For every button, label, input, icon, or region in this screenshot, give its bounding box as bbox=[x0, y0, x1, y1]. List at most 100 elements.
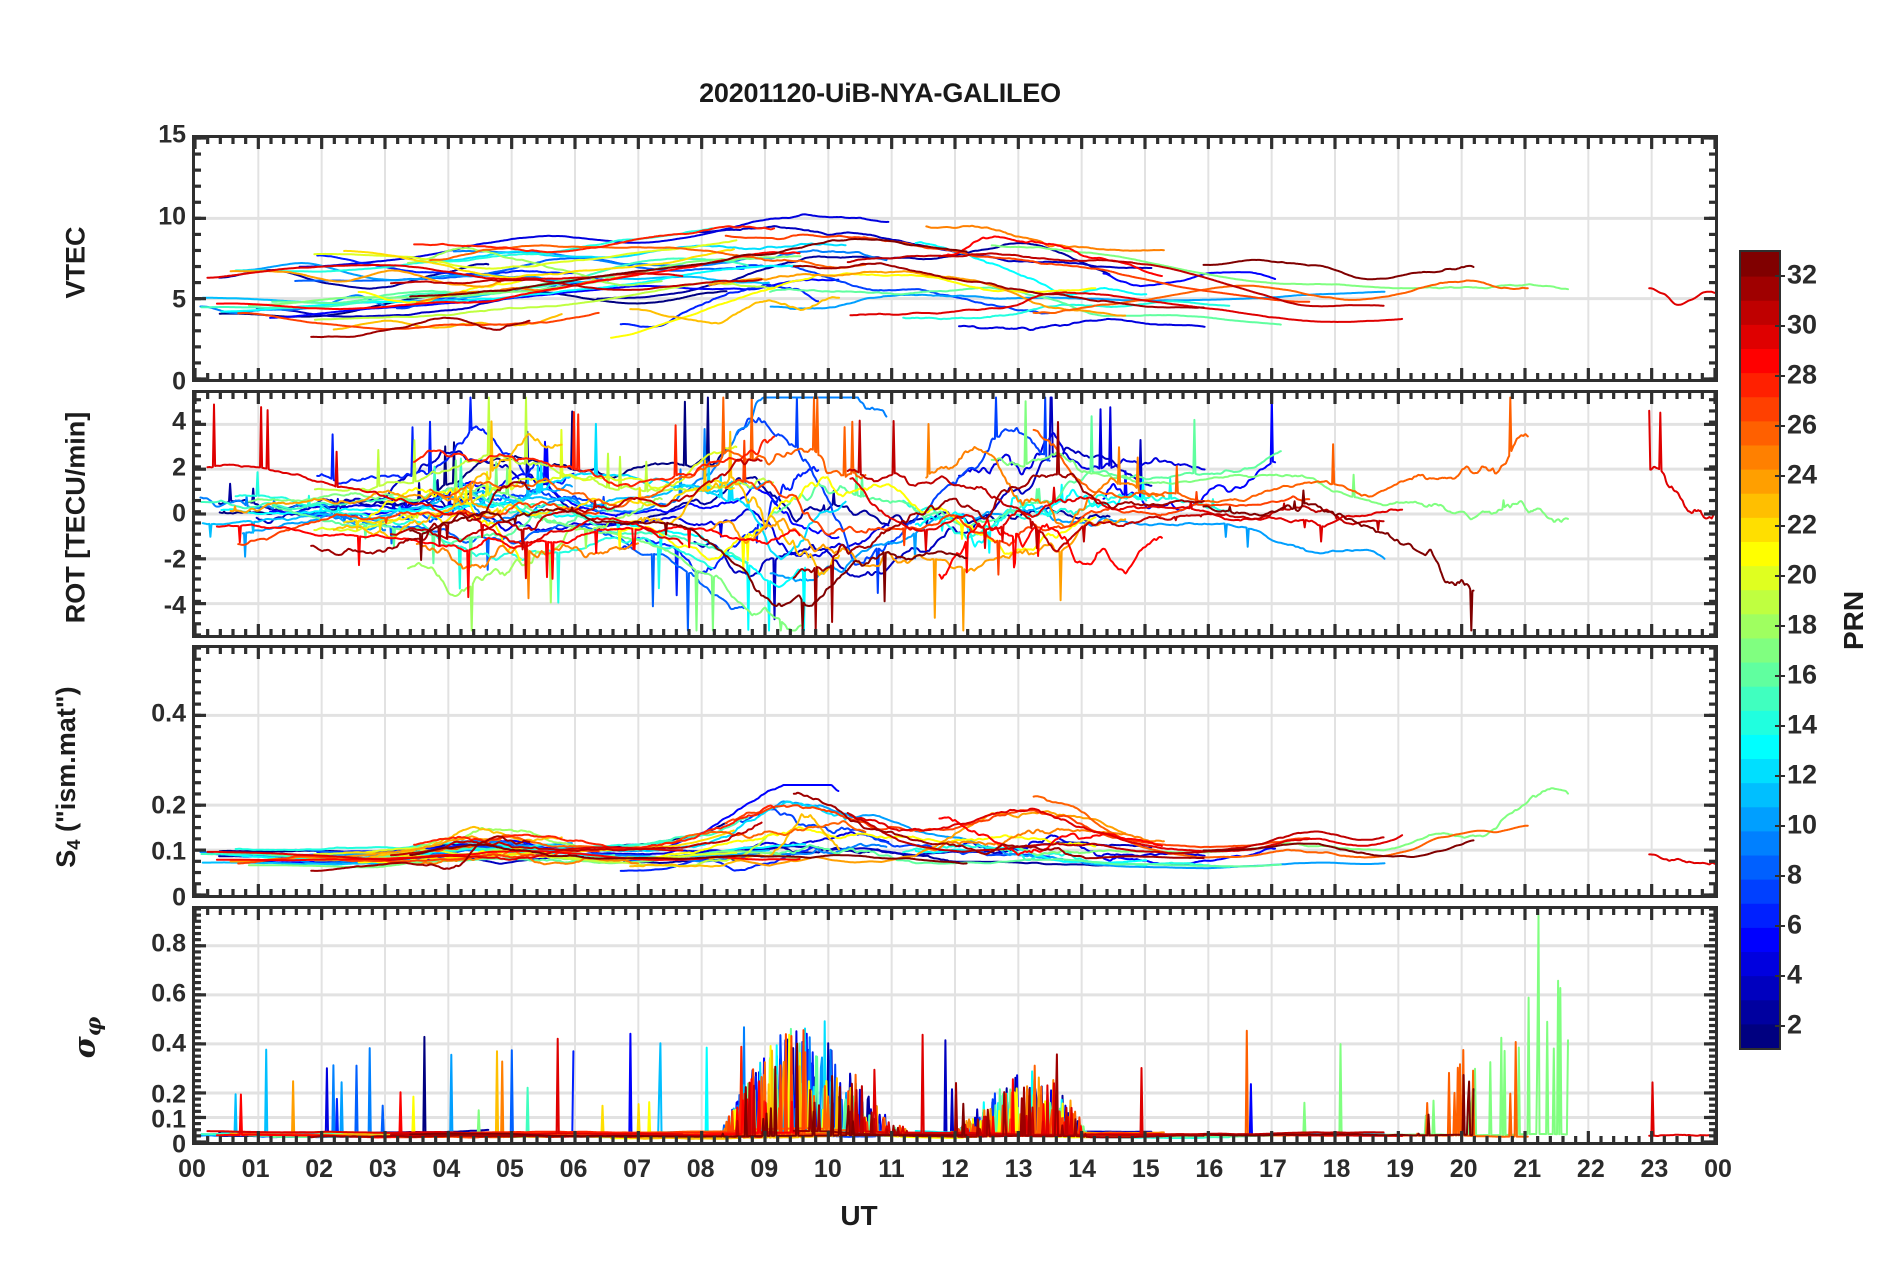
series-line bbox=[237, 500, 600, 546]
x-axis-title: UT bbox=[840, 1200, 878, 1231]
xtick-label: 17 bbox=[1259, 1155, 1287, 1183]
series-line bbox=[199, 294, 387, 314]
xtick-label: 16 bbox=[1195, 1155, 1224, 1183]
xtick-label: 00 bbox=[1704, 1155, 1732, 1183]
series-line bbox=[990, 244, 1569, 291]
series-line bbox=[310, 316, 531, 339]
colorbar-tick-mark bbox=[1775, 875, 1785, 877]
xtick-label: 20 bbox=[1449, 1155, 1478, 1183]
ytick-label: 0.1 bbox=[151, 1105, 186, 1134]
xtick-label: 12 bbox=[941, 1155, 969, 1183]
series-line bbox=[596, 242, 1111, 300]
colorbar-tick-mark bbox=[1775, 925, 1785, 927]
panel-rot-ytick-labels: -4 -2 0 2 4 bbox=[120, 390, 186, 638]
colorbar-tick-mark bbox=[1775, 625, 1785, 627]
series-line bbox=[958, 834, 1206, 858]
series-line bbox=[958, 317, 1206, 331]
series-line bbox=[849, 477, 1404, 552]
colorbar-tick-mark bbox=[1775, 775, 1785, 777]
colorbar-tick-label: 4 bbox=[1787, 959, 1803, 990]
ytick-label: 0.8 bbox=[151, 929, 186, 958]
colorbar-tick-label: 28 bbox=[1787, 359, 1818, 390]
series-line bbox=[846, 252, 1385, 308]
series-line bbox=[925, 423, 1165, 528]
ytick-label: 0 bbox=[172, 1130, 186, 1159]
series-line bbox=[938, 518, 1163, 580]
series-line bbox=[990, 400, 1569, 523]
series-line bbox=[708, 270, 1127, 317]
colorbar-tick-label: 18 bbox=[1787, 609, 1818, 640]
xtick-label: 05 bbox=[496, 1155, 524, 1183]
series-line bbox=[343, 248, 735, 279]
series-line bbox=[313, 428, 738, 533]
series-line bbox=[938, 235, 1163, 277]
series-line bbox=[724, 439, 1311, 576]
ytick-label: 5 bbox=[172, 285, 186, 314]
series-line bbox=[629, 813, 841, 868]
ytick-label: -2 bbox=[163, 545, 186, 574]
series-line bbox=[1032, 396, 1529, 504]
series-line bbox=[429, 244, 867, 270]
colorbar-tick-label: 10 bbox=[1787, 809, 1818, 840]
ytick-label: 10 bbox=[158, 202, 186, 231]
series-line bbox=[215, 523, 801, 599]
series-line bbox=[1102, 396, 1277, 512]
colorbar-tick-mark bbox=[1775, 425, 1785, 427]
series-line bbox=[902, 477, 1231, 540]
colorbar-tick-mark bbox=[1775, 325, 1785, 327]
series-line bbox=[1032, 1029, 1529, 1138]
xtick-label: 13 bbox=[1004, 1155, 1033, 1183]
xtick-label: 06 bbox=[559, 1155, 588, 1183]
series-line bbox=[792, 421, 1205, 632]
ytick-label: 0.2 bbox=[151, 1080, 186, 1109]
ytick-label: -4 bbox=[163, 591, 186, 620]
colorbar-tick-mark bbox=[1775, 1025, 1785, 1027]
series-line bbox=[206, 846, 684, 861]
series-line bbox=[1032, 279, 1529, 314]
series-line bbox=[407, 247, 663, 287]
colorbar-tick-mark bbox=[1775, 575, 1785, 577]
panel-s4-ytick-labels: 0 0.1 0.2 0.4 bbox=[120, 645, 186, 912]
series-line bbox=[735, 396, 1051, 594]
colorbar-tick-label: 26 bbox=[1787, 409, 1818, 440]
series-line bbox=[390, 458, 763, 551]
series-line bbox=[206, 1037, 684, 1136]
series-line bbox=[310, 1134, 531, 1139]
series-line bbox=[237, 311, 600, 331]
xtick-label: 19 bbox=[1386, 1155, 1414, 1183]
series-line bbox=[792, 1053, 1205, 1139]
series-line bbox=[1202, 489, 1475, 632]
series-line bbox=[200, 457, 749, 564]
panel-vtec-axis-title: VTEC bbox=[60, 226, 91, 299]
series-line bbox=[1102, 271, 1277, 288]
xtick-label: 21 bbox=[1513, 1155, 1542, 1183]
colorbar-tick-label: 22 bbox=[1787, 509, 1818, 540]
colorbar-tick-label: 24 bbox=[1787, 459, 1818, 490]
series-line bbox=[769, 415, 1282, 529]
series-line bbox=[708, 810, 1127, 867]
xtick-label: 22 bbox=[1576, 1155, 1605, 1183]
series-line bbox=[914, 478, 1148, 554]
colorbar-tick-mark bbox=[1775, 675, 1785, 677]
ytick-label: 4 bbox=[172, 407, 186, 436]
series-line bbox=[849, 1033, 1404, 1137]
series-line bbox=[596, 844, 1111, 867]
series-line bbox=[247, 459, 802, 632]
xtick-label: 14 bbox=[1068, 1155, 1097, 1183]
colorbar-tick-label: 30 bbox=[1787, 309, 1818, 340]
series-line bbox=[332, 420, 563, 539]
panel-sigma-phi-axis-title: σφ bbox=[67, 1016, 107, 1059]
series-line bbox=[1202, 258, 1475, 281]
panel-s4 bbox=[192, 645, 1718, 898]
series-line bbox=[413, 225, 776, 254]
series-line bbox=[332, 313, 563, 331]
xtick-label: 00 bbox=[178, 1155, 206, 1183]
series-line bbox=[206, 403, 684, 580]
series-line bbox=[769, 844, 1282, 868]
colorbar-tick-label: 6 bbox=[1787, 909, 1803, 940]
colorbar-prn bbox=[1739, 250, 1781, 1050]
series-line bbox=[849, 291, 1404, 323]
series-line bbox=[390, 278, 763, 291]
series-line bbox=[693, 396, 1153, 621]
series-line bbox=[427, 242, 847, 263]
